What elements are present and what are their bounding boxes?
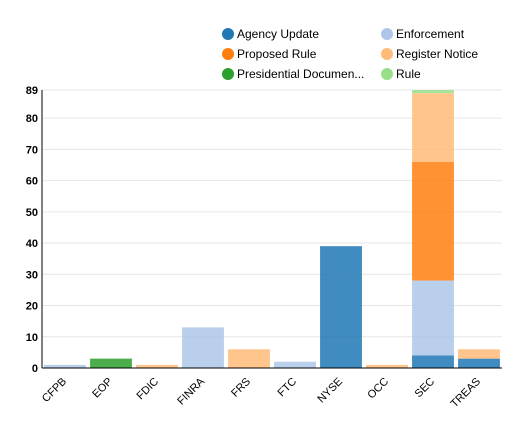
y-tick-label: 80 xyxy=(26,113,38,125)
legend-swatch-icon xyxy=(381,48,393,60)
x-axis: CFPB EOP FDIC FINRA FRS FTC NYSE OCC SEC TREAS xyxy=(40,367,502,410)
x-tick-label: FINRA xyxy=(175,375,207,407)
y-tick-label: 70 xyxy=(26,144,38,156)
legend-item[interactable]: Enforcement xyxy=(381,27,465,41)
legend-label: Proposed Rule xyxy=(237,47,317,61)
bar-treas-agency-update[interactable] xyxy=(458,358,500,368)
legend-item[interactable]: Presidential Documen... xyxy=(222,67,364,81)
legend-item[interactable]: Proposed Rule xyxy=(222,47,317,61)
legend-item[interactable]: Agency Update xyxy=(222,27,319,41)
legend-swatch-icon xyxy=(381,28,393,40)
bar-ftc-enforcement[interactable] xyxy=(274,361,316,368)
bar-finra-enforcement[interactable] xyxy=(182,327,224,368)
y-tick-label: 10 xyxy=(26,332,38,344)
y-tick-label: 60 xyxy=(26,176,38,188)
y-tick-label: 0 xyxy=(32,363,38,375)
bar-treas-register-notice[interactable] xyxy=(458,349,500,359)
legend-label: Presidential Documen... xyxy=(237,67,364,81)
legend-item[interactable]: Register Notice xyxy=(381,47,478,61)
legend-swatch-icon xyxy=(381,68,393,80)
bar-sec-register-notice[interactable] xyxy=(412,93,454,162)
y-tick-label: 20 xyxy=(26,301,38,313)
bar-eop-presidential-documen[interactable] xyxy=(90,358,132,368)
legend-label: Agency Update xyxy=(237,27,319,41)
bar-nyse-agency-update[interactable] xyxy=(320,246,362,368)
bar-sec-rule[interactable] xyxy=(412,90,454,94)
bar-frs-register-notice[interactable] xyxy=(228,349,270,368)
legend-item[interactable]: Rule xyxy=(381,67,421,81)
y-tick-label: 89 xyxy=(26,85,38,97)
x-tick-label: NYSE xyxy=(315,376,345,406)
x-tick-label: SEC xyxy=(413,376,438,401)
bar-sec-agency-update[interactable] xyxy=(412,355,454,368)
y-tick-label: 50 xyxy=(26,207,38,219)
legend: Agency Update Enforcement Proposed Rule Reg… xyxy=(222,27,478,81)
legend-label: Enforcement xyxy=(396,27,465,41)
bar-sec-enforcement[interactable] xyxy=(412,280,454,356)
bar-occ-register-notice[interactable] xyxy=(366,364,408,368)
x-tick-label: TREAS xyxy=(449,376,483,410)
y-axis: 0 10 20 30 40 50 60 70 80 89 xyxy=(26,85,43,375)
bar-fdic-register-notice[interactable] xyxy=(136,364,178,368)
x-tick-label: CFPB xyxy=(40,376,69,405)
legend-swatch-icon xyxy=(222,48,234,60)
bar-sec-proposed-rule[interactable] xyxy=(412,161,454,281)
legend-swatch-icon xyxy=(222,28,234,40)
x-tick-label: OCC xyxy=(365,376,391,402)
x-tick-label: FTC xyxy=(276,376,300,400)
bars xyxy=(44,90,500,368)
y-tick-label: 40 xyxy=(26,238,38,250)
bar-cfpb-enforcement[interactable] xyxy=(44,364,86,368)
legend-swatch-icon xyxy=(222,68,234,80)
x-tick-label: FDIC xyxy=(134,376,161,403)
legend-label: Register Notice xyxy=(396,47,478,61)
x-tick-label: EOP xyxy=(90,376,115,401)
y-tick-label: 30 xyxy=(26,269,38,281)
legend-label: Rule xyxy=(396,67,421,81)
x-tick-label: FRS xyxy=(229,376,253,400)
